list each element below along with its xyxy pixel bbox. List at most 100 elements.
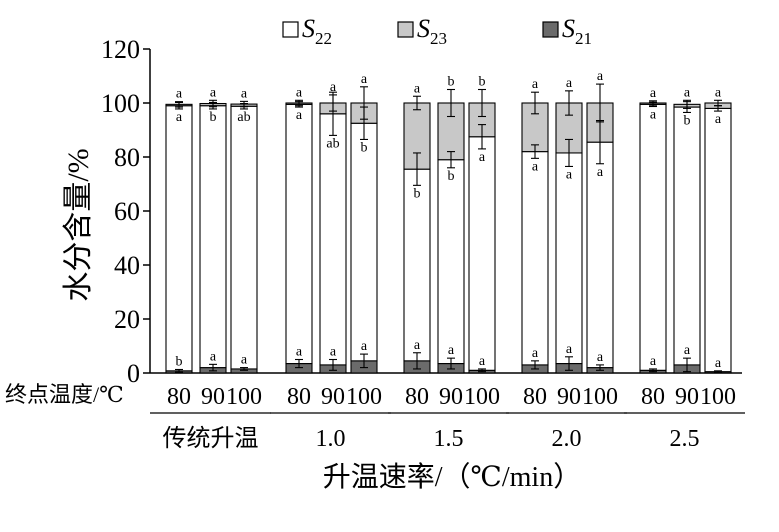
significance-letter: a [479, 150, 486, 165]
bar-segment-s22 [285, 103, 313, 365]
significance-letter: a [715, 112, 722, 127]
end-temp-label: 90 [201, 384, 225, 410]
stacked-bar [199, 99, 227, 374]
bar-segment-s22 [230, 105, 258, 370]
significance-letter: a [448, 343, 455, 358]
bar-segment-s22 [350, 122, 378, 362]
significance-letter: b [448, 75, 455, 90]
significance-letter: a [715, 85, 722, 100]
group-label: 2.5 [670, 426, 700, 452]
significance-letter: a [566, 342, 573, 357]
legend-entry: S22 [282, 14, 332, 48]
bar-segment-s22 [521, 151, 549, 366]
bar-segment-s22 [704, 107, 732, 373]
significance-letter: a [361, 339, 368, 354]
significance-letter: a [532, 77, 539, 92]
stacked-bar [521, 91, 549, 374]
significance-letter: ab [326, 136, 339, 151]
legend-swatch [397, 21, 414, 38]
stacked-bar [350, 86, 378, 374]
y-tick-label: 0 [127, 359, 140, 388]
stacked-bar [437, 88, 465, 374]
stacked-bar [285, 99, 313, 374]
bars-layer [165, 83, 732, 374]
significance-letter: a [296, 85, 303, 100]
stacked-bar [704, 99, 732, 374]
stacked-bar [555, 90, 583, 374]
significance-letter: a [241, 353, 248, 368]
significance-letter: a [650, 108, 657, 123]
y-tick-label: 40 [114, 251, 140, 280]
end-temp-label: 90 [321, 384, 345, 410]
stacked-bar [468, 88, 496, 374]
end-temp-label: 90 [557, 384, 581, 410]
significance-letter: a [330, 80, 337, 95]
significance-letter: a [296, 108, 303, 123]
significance-letter: a [597, 69, 604, 84]
significance-letter: a [361, 72, 368, 87]
significance-letter: a [210, 349, 217, 364]
stacked-bar [403, 95, 431, 374]
group-label: 1.0 [316, 426, 346, 452]
legend-entry: S23 [397, 14, 447, 48]
significance-letter: b [210, 110, 217, 125]
group-label: 传统升温 [163, 425, 259, 452]
bar-segment-s22 [468, 136, 496, 371]
legend-label: S23 [417, 14, 447, 48]
significance-letter: a [330, 345, 337, 360]
y-axis-label: 水分含量/% [62, 148, 95, 301]
bar-segment-s22 [586, 141, 614, 369]
end-temp-label: 80 [523, 384, 547, 410]
end-temp-label: 100 [700, 384, 736, 410]
significance-letter: b [479, 75, 486, 90]
end-temp-label: 80 [287, 384, 311, 410]
end-temp-label: 100 [346, 384, 382, 410]
significance-letter: a [715, 356, 722, 371]
significance-letter: b [176, 354, 183, 369]
end-temperature-row-label: 终点温度/℃ [5, 382, 124, 407]
stacked-bar [165, 101, 193, 374]
y-tick-label: 20 [114, 305, 140, 334]
significance-letter: a [296, 345, 303, 360]
end-temp-label: 90 [675, 384, 699, 410]
significance-letter: a [414, 81, 421, 96]
legend-swatch [542, 21, 559, 38]
significance-letter: a [414, 338, 421, 353]
stacked-bar [673, 99, 701, 374]
end-temp-label: 100 [226, 384, 262, 410]
legend-entry: S21 [542, 14, 592, 48]
end-temp-label: 100 [464, 384, 500, 410]
significance-letter: a [650, 86, 657, 101]
bar-segment-s22 [673, 106, 701, 366]
significance-letter: a [176, 87, 183, 102]
legend-label: S22 [302, 14, 332, 48]
significance-letter: b [361, 140, 368, 155]
y-tick-label: 80 [114, 143, 140, 172]
end-temp-label: 80 [167, 384, 191, 410]
significance-letter: b [414, 186, 421, 201]
significance-letters: aababaaabaaaaaabaabaababbabaaaaaaaaaaaaa… [176, 69, 722, 371]
stacked-bar [319, 91, 347, 374]
end-temp-label: 90 [439, 384, 463, 410]
y-tick-label: 120 [101, 35, 140, 64]
significance-letter: a [597, 165, 604, 180]
significance-letter: b [684, 113, 691, 128]
legend-swatch [282, 21, 299, 38]
end-temp-label: 100 [582, 384, 618, 410]
bar-segment-s22 [555, 152, 583, 365]
stacked-bar [586, 83, 614, 374]
significance-letter: a [650, 354, 657, 369]
bar-segment-s22 [319, 113, 347, 366]
bar-segment-s22 [437, 159, 465, 365]
significance-letter: a [532, 159, 539, 174]
bar-segment-s22 [199, 105, 227, 369]
significance-letter: a [532, 346, 539, 361]
bar-segment-s22 [165, 105, 193, 372]
significance-letter: a [566, 167, 573, 182]
group-label: 2.0 [552, 426, 582, 452]
y-tick-label: 100 [101, 89, 140, 118]
stacked-bar [230, 100, 258, 374]
significance-letter: a [684, 343, 691, 358]
